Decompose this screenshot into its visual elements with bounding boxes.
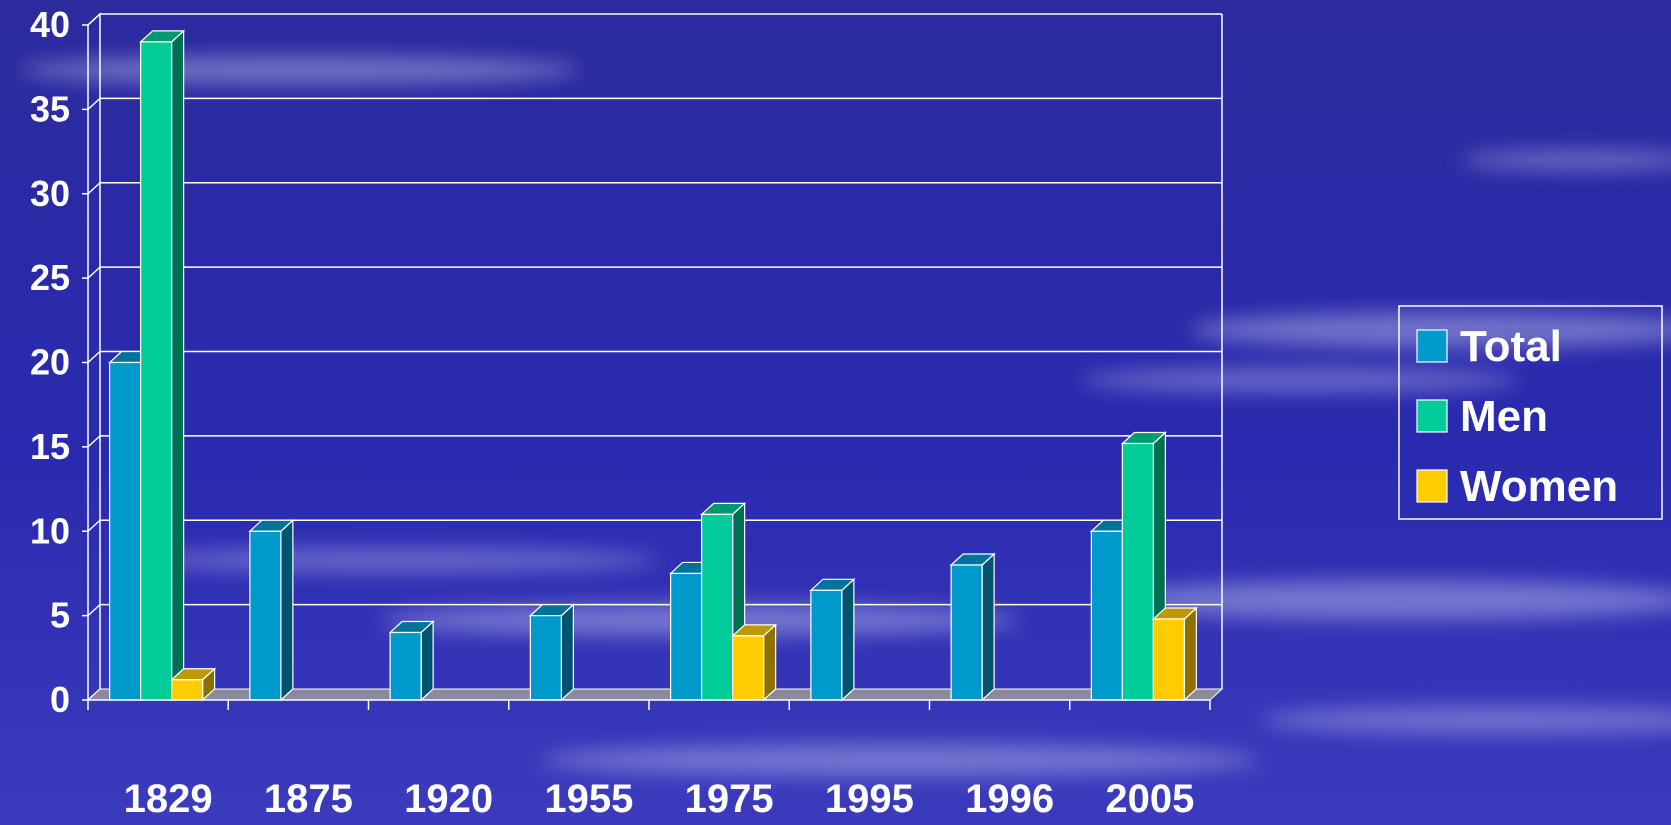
y-tick-label: 15 (30, 426, 70, 467)
bar-side (841, 577, 855, 702)
y-tick-diagonal (87, 266, 101, 279)
bar-front (670, 572, 703, 701)
bar-front (701, 513, 734, 701)
legend-label-men: Men (1460, 392, 1548, 441)
bar-side (280, 518, 294, 702)
y-tick-diagonal (87, 519, 101, 532)
bars (108, 29, 1198, 702)
bar-total-1996 (949, 552, 996, 702)
legend: Total Men Women (1398, 305, 1663, 520)
x-tick-label: 1829 (124, 777, 213, 821)
bar-front (810, 589, 843, 701)
y-tick-diagonal (87, 13, 101, 26)
y-tick-diagonal (87, 97, 101, 110)
y-tick-diagonal (87, 604, 101, 617)
bar-total-2005 (1089, 518, 1136, 702)
y-tick-label: 35 (30, 88, 70, 129)
y-tick-label: 30 (30, 173, 70, 214)
bar-front (140, 41, 173, 701)
bar-front (1152, 618, 1185, 701)
bar-front (249, 530, 282, 701)
bar-total-1875 (248, 518, 295, 702)
bar-women-1975 (731, 623, 778, 702)
bar-total-1955 (528, 603, 575, 702)
bar-front (109, 361, 142, 701)
bar-men-1829 (139, 29, 186, 702)
bar-side (171, 29, 185, 702)
bar-side (420, 620, 434, 702)
bar-side (1183, 606, 1197, 702)
y-tick-label: 25 (30, 257, 70, 298)
y-tick-label: 5 (50, 595, 70, 636)
legend-label-total: Total (1460, 322, 1562, 371)
x-tick-label: 1920 (404, 777, 493, 821)
y-tick-label: 10 (30, 510, 70, 551)
legend-frame (1398, 305, 1663, 520)
bar-front (732, 635, 765, 701)
y-tick-diagonal (87, 350, 101, 364)
y-tick-diagonal (87, 435, 101, 448)
bar-front (171, 679, 204, 701)
y-tick-diagonal (87, 182, 101, 195)
plot-area: 0 5 10 15 20 25 30 35 40 1829 1875 1920 1955 1975 1995… (30, 4, 1224, 821)
y-tick-label: 20 (30, 342, 70, 383)
bar-front (389, 631, 422, 701)
x-tick-label: 1975 (685, 777, 774, 821)
legend-swatch-total (1416, 329, 1448, 363)
y-tick-label: 40 (30, 4, 70, 45)
bar-front (1090, 530, 1123, 701)
x-tick-label: 1955 (544, 777, 633, 821)
legend-label-women: Women (1460, 462, 1618, 511)
x-tick-label: 2005 (1105, 777, 1194, 821)
bar-total-1995 (809, 577, 856, 702)
bar-side (763, 623, 777, 702)
x-tick-label: 1996 (965, 777, 1054, 821)
legend-swatch-women (1416, 469, 1448, 503)
y-tick-label: 0 (50, 679, 70, 720)
bar-front (950, 564, 983, 701)
x-tick-label: 1995 (825, 777, 914, 821)
bar-side (981, 552, 995, 702)
legend-swatch-men (1416, 399, 1448, 433)
bar-side (560, 603, 574, 702)
bar-front (529, 615, 562, 701)
x-tick-label: 1875 (264, 777, 353, 821)
bar-front (1121, 442, 1154, 701)
bar-women-2005 (1151, 606, 1198, 702)
bar-total-1920 (388, 620, 435, 702)
bar-women-1829 (170, 667, 217, 702)
